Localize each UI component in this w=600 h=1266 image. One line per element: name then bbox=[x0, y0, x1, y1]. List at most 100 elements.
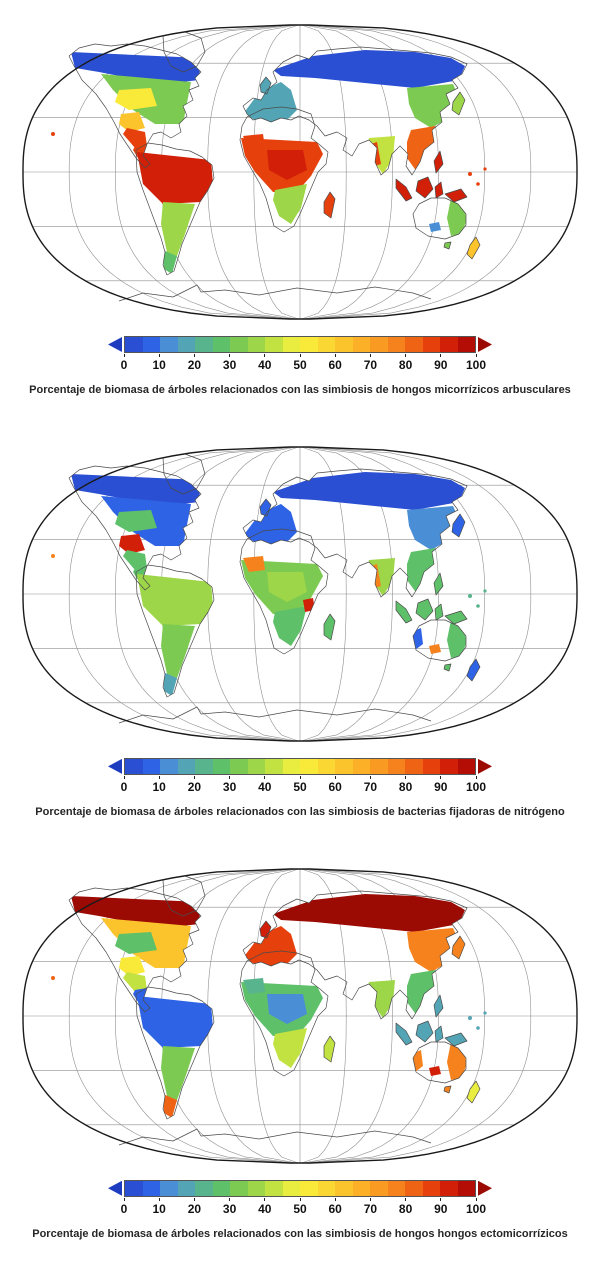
coast-borneo bbox=[415, 176, 434, 199]
tick-mark bbox=[123, 775, 125, 779]
projection-frame bbox=[22, 446, 578, 742]
tick-mark bbox=[369, 775, 371, 779]
tick-mark bbox=[475, 1197, 477, 1201]
region-se-islands bbox=[434, 994, 443, 1017]
tick-mark bbox=[299, 775, 301, 779]
region-sa-south bbox=[161, 202, 195, 256]
coast-africa bbox=[239, 106, 329, 233]
region-se-islands bbox=[416, 598, 433, 620]
colorbar-tick-labels: 0 10 20 30 40 50 60 70 80 90 100 bbox=[121, 775, 486, 794]
colorbar-gradient bbox=[124, 336, 476, 353]
colorbar-segment bbox=[457, 1180, 475, 1196]
colorbar-tick-label: 40 bbox=[247, 1197, 283, 1216]
coast-japan bbox=[451, 513, 466, 538]
region-nz bbox=[467, 237, 480, 259]
colorbar-tick-label: 0 bbox=[106, 354, 142, 372]
world-map-arbuscular bbox=[15, 22, 585, 322]
colorbar-segment bbox=[422, 758, 440, 774]
colorbar-segment bbox=[387, 758, 405, 774]
map-caption: Porcentaje de biomasa de árboles relacio… bbox=[32, 1227, 568, 1240]
region-na-boreal bbox=[71, 473, 201, 506]
region-hawaii bbox=[51, 553, 55, 558]
region-se-islands bbox=[396, 1022, 412, 1045]
region-pacific-dots bbox=[476, 604, 480, 608]
region-australia-accent bbox=[429, 222, 441, 232]
tick-mark bbox=[193, 775, 195, 779]
figure-nitrogen-fixing: 0 10 20 30 40 50 60 70 80 90 100 Porcentaje de bio… bbox=[0, 444, 600, 820]
colorbar-segment bbox=[422, 1180, 440, 1196]
region-nz bbox=[467, 1080, 480, 1103]
coast-na bbox=[68, 887, 202, 1013]
coast-eurasia bbox=[242, 468, 468, 598]
colorbar-tick-label: 10 bbox=[141, 775, 177, 794]
tick-mark bbox=[334, 354, 336, 357]
colorbar-segment bbox=[160, 1180, 178, 1196]
coast-greenland bbox=[162, 31, 206, 73]
colorbar-segment bbox=[195, 758, 213, 774]
colorbar-segment bbox=[177, 1180, 195, 1196]
region-nz bbox=[467, 658, 480, 681]
tick-mark bbox=[405, 775, 407, 779]
region-na-hotspot bbox=[119, 112, 145, 132]
colorbar-segment bbox=[387, 337, 405, 352]
coast-philippines bbox=[433, 150, 444, 174]
colorbar-tick-label: 90 bbox=[423, 775, 459, 794]
colorbar-segment bbox=[282, 758, 300, 774]
colorbar-segment bbox=[125, 1180, 143, 1196]
region-mexico-ca bbox=[123, 128, 147, 148]
tick-mark bbox=[158, 354, 160, 357]
colorbar-segment bbox=[212, 337, 230, 352]
colorbar-segment bbox=[457, 758, 475, 774]
colorbar-segment bbox=[142, 758, 160, 774]
tick-mark bbox=[440, 1197, 442, 1201]
colorbar-segment bbox=[125, 758, 143, 774]
colorbar-tick-label: 80 bbox=[388, 354, 424, 372]
region-na-hotspot bbox=[119, 955, 145, 976]
tick-mark bbox=[264, 354, 266, 357]
colorbar-segment bbox=[440, 1180, 458, 1196]
coast-africa bbox=[239, 950, 329, 1077]
colorbar-gradient bbox=[124, 1179, 476, 1197]
region-mexico-ca bbox=[123, 549, 147, 570]
colorbar-segment bbox=[300, 1180, 318, 1196]
coast-sa bbox=[135, 564, 215, 698]
coast-japan bbox=[451, 91, 466, 116]
tick-mark bbox=[193, 1197, 195, 1201]
colorbar-tick-label: 80 bbox=[388, 775, 424, 794]
colorbar-segment bbox=[300, 337, 318, 352]
region-eurasia-boreal bbox=[273, 50, 465, 88]
data-layer bbox=[51, 471, 487, 696]
region-japan bbox=[452, 92, 465, 115]
colorbar-segment bbox=[125, 337, 143, 352]
colorbar-segment bbox=[440, 337, 458, 352]
colorbar-segment bbox=[142, 337, 160, 352]
colorbar-segment bbox=[405, 337, 423, 352]
region-china-south bbox=[407, 969, 439, 1016]
colorbar-right-arrow-icon bbox=[478, 337, 492, 352]
colorbar-tick-label: 40 bbox=[247, 354, 283, 372]
colorbar-tick-label: 50 bbox=[282, 354, 318, 372]
colorbar-tick-label: 30 bbox=[212, 775, 248, 794]
coastlines bbox=[68, 31, 481, 302]
colorbar-tick-label: 50 bbox=[282, 1197, 318, 1216]
region-se-islands bbox=[396, 600, 412, 623]
map-caption: Porcentaje de biomasa de árboles relacio… bbox=[35, 805, 565, 818]
colorbar-tick-label: 50 bbox=[282, 775, 318, 794]
coast-sulawesi bbox=[434, 603, 444, 621]
tick-mark bbox=[440, 775, 442, 779]
colorbar-segment bbox=[300, 758, 318, 774]
colorbar-left-arrow-icon bbox=[108, 337, 122, 352]
coast-borneo bbox=[415, 598, 434, 621]
coast-tasmania bbox=[443, 663, 452, 672]
region-se-islands bbox=[434, 151, 443, 173]
region-pacific-dots bbox=[476, 182, 480, 186]
region-japan bbox=[452, 513, 465, 537]
coastlines bbox=[68, 453, 481, 724]
colorbar-segment bbox=[317, 337, 335, 352]
coast-greenland bbox=[162, 453, 206, 495]
region-africa-west bbox=[243, 134, 265, 150]
region-china-south bbox=[407, 126, 439, 172]
coast-sumatra bbox=[395, 178, 413, 202]
colorbar-segment bbox=[335, 337, 353, 352]
coast-na bbox=[68, 465, 202, 591]
